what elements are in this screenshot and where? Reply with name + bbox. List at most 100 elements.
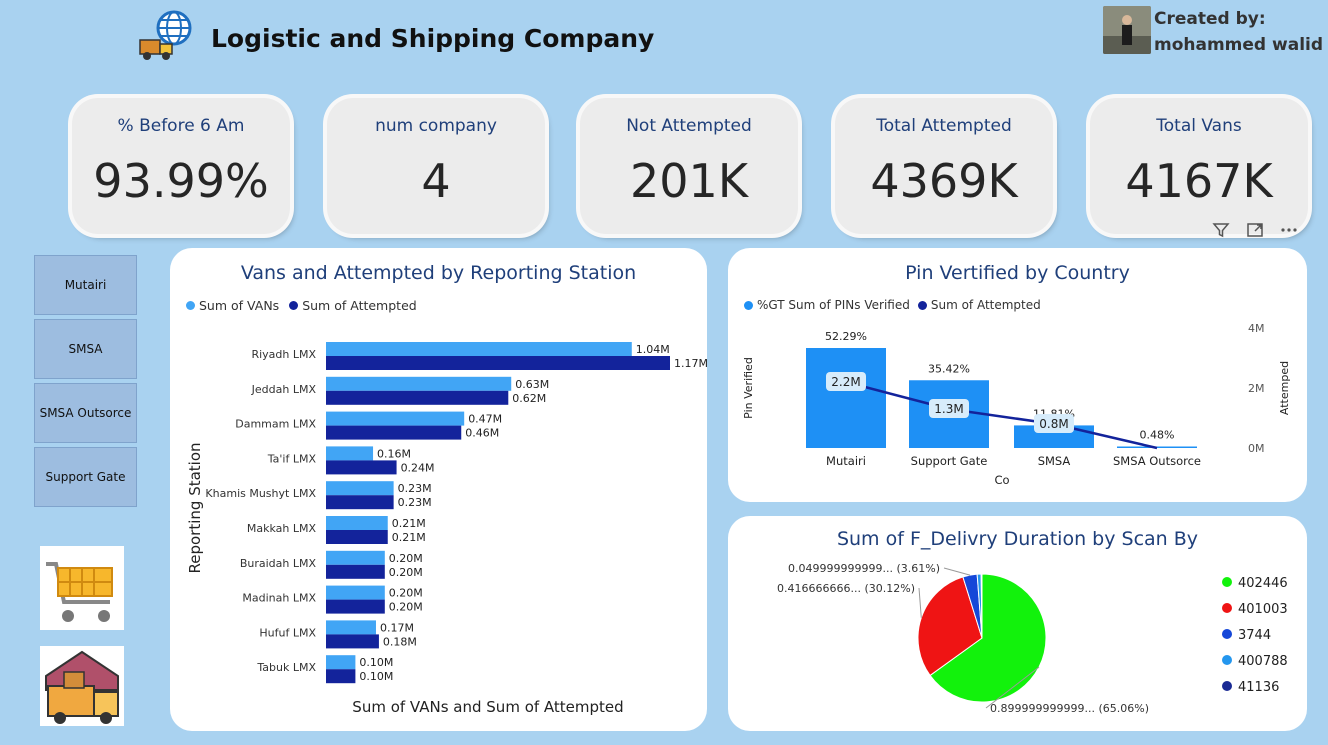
line-value-label: 1.3M	[934, 402, 963, 416]
kpi-label: % Before 6 Am	[117, 116, 245, 136]
chart-title: Vans and Attempted by Reporting Station	[240, 262, 637, 284]
kpi-value: 201K	[630, 154, 748, 208]
legend-marker	[1222, 603, 1232, 613]
chart-title: Sum of F_Delivry Duration by Scan By	[836, 528, 1199, 550]
filter-icon[interactable]	[1210, 219, 1232, 241]
slicer-support-gate[interactable]: Support Gate	[34, 447, 137, 507]
kpi-value: 4369K	[870, 154, 1018, 208]
bar-value-label: 0.23M	[398, 496, 432, 509]
pie-leader-line	[943, 567, 971, 576]
kpi-label: Not Attempted	[626, 116, 752, 136]
page-title: Logistic and Shipping Company	[211, 24, 655, 53]
bar-chart: Riyadh LMX 1.04M 1.17M Jeddah LMX 0.63M0.62M…	[186, 342, 707, 716]
kpi-label: num company	[375, 116, 497, 136]
bar-value-label: 0.24M	[401, 461, 435, 474]
legend-attempted-label: Sum of Attempted	[302, 298, 417, 313]
bar-value-label: 0.20M	[389, 552, 423, 565]
line-value-badge	[1034, 414, 1074, 433]
bar-value-label: 0.21M	[392, 531, 426, 544]
shopping-cart-icon	[40, 546, 124, 630]
slicer-mutairi[interactable]: Mutairi	[34, 255, 137, 315]
pie-leader-line	[985, 666, 1040, 709]
pin-pct-label: 0.48%	[1140, 429, 1175, 442]
pie-slice-label: 0.049999999999... (3.61%)	[788, 562, 940, 575]
attempted-line	[845, 380, 1158, 450]
bar-value-label: 0.47M	[468, 413, 502, 426]
legend-attempted-marker	[289, 301, 299, 310]
bar-value-label: 0.20M	[389, 601, 423, 614]
station-label: Jeddah LMX	[251, 383, 317, 396]
line-value-label: 0.8M	[1039, 417, 1068, 431]
pin-verified-chart-panel: Pin Vertified by Country %GT Sum of PINs…	[728, 248, 1307, 502]
kpi-not-attempted: Not Attempted 201K	[580, 98, 798, 234]
bar-vans	[326, 550, 385, 565]
legend-attempted-label: Sum of Attempted	[930, 298, 1041, 312]
x-axis-title: Co	[994, 473, 1009, 487]
slicer-smsa-outsorce[interactable]: SMSA Outsorce	[34, 383, 137, 443]
kpi-num-company: num company 4	[327, 98, 545, 234]
country-label: SMSA Outsorce	[1113, 454, 1201, 468]
visual-toolbar	[1210, 219, 1300, 241]
creator-info: Created by: mohammed walid	[1154, 6, 1323, 58]
bar-attempted	[326, 564, 385, 579]
bar-attempted	[326, 599, 385, 614]
pin-pct-label: 52.29%	[825, 330, 867, 343]
bar-attempted	[326, 390, 509, 405]
creator-avatar	[1103, 6, 1151, 54]
bar-attempted	[326, 460, 397, 475]
bar-value-label: 1.17M	[674, 357, 707, 370]
legend-vans-marker	[186, 301, 195, 310]
focus-mode-icon[interactable]	[1244, 219, 1266, 241]
right-axis-tick: 4M	[1248, 322, 1265, 335]
kpi-before-6am: % Before 6 Am 93.99%	[72, 98, 290, 234]
pin-bar	[806, 348, 886, 448]
bar-value-label: 0.20M	[389, 587, 423, 600]
vans-attempted-chart-panel: Vans and Attempted by Reporting Station …	[170, 248, 707, 731]
pie-leader-line	[918, 587, 922, 618]
bar-value-label: 0.23M	[398, 482, 432, 495]
bar-attempted	[326, 669, 356, 684]
country-label: SMSA	[1038, 454, 1071, 468]
kpi-total-vans: Total Vans 4167K	[1090, 98, 1308, 234]
station-label: Riyadh LMX	[251, 348, 316, 361]
bar-value-label: 0.10M	[359, 670, 393, 683]
bar-value-label: 0.21M	[392, 517, 426, 530]
station-label: Makkah LMX	[247, 522, 317, 535]
chart-legend: Sum of VANs Sum of Attempted	[186, 298, 417, 313]
kpi-label: Total Attempted	[876, 116, 1012, 136]
legend-marker	[1222, 577, 1232, 587]
legend-pins-marker	[744, 300, 753, 310]
legend-label: 3744	[1238, 628, 1271, 643]
legend-label: 401003	[1238, 602, 1288, 617]
pie-slice	[980, 573, 983, 639]
bar-value-label: 0.63M	[515, 378, 549, 391]
station-label: Ta'if LMX	[267, 452, 317, 465]
kpi-value: 4167K	[1125, 154, 1273, 208]
station-label: Buraidah LMX	[240, 557, 317, 570]
right-axis-title: Attemped	[1278, 361, 1291, 415]
bar-value-label: 0.62M	[512, 392, 546, 405]
bar-vans	[326, 446, 374, 461]
pin-bar	[1014, 425, 1094, 448]
bar-vans	[326, 411, 465, 426]
bar-attempted	[326, 356, 670, 370]
legend-pins-label: %GT Sum of PINs Verified	[757, 298, 910, 312]
bar-attempted	[326, 530, 388, 544]
more-options-icon[interactable]	[1278, 219, 1300, 241]
bar-value-label: 0.20M	[389, 566, 423, 579]
pie-slice-label: 0.416666666... (30.12%)	[777, 582, 915, 595]
bar-value-label: 0.17M	[380, 621, 414, 634]
legend-vans-label: Sum of VANs	[199, 298, 280, 313]
pie-slice	[917, 576, 983, 677]
slicer-smsa[interactable]: SMSA	[34, 319, 137, 379]
pie-slice-label: 0.899999999999... (65.06%)	[990, 702, 1149, 715]
pin-pct-label: 35.42%	[928, 362, 970, 375]
bar-vans	[326, 516, 388, 530]
station-label: Khamis Mushyt LMX	[205, 487, 316, 500]
line-value-label: 2.2M	[831, 375, 860, 389]
creator-name: mohammed walid	[1154, 35, 1324, 55]
bar-vans	[326, 342, 632, 356]
pie-chart: 0.899999999999... (65.06%) 0.416666666...…	[777, 562, 1288, 715]
legend-label: 400788	[1238, 654, 1288, 669]
bar-value-label: 0.10M	[359, 656, 393, 669]
